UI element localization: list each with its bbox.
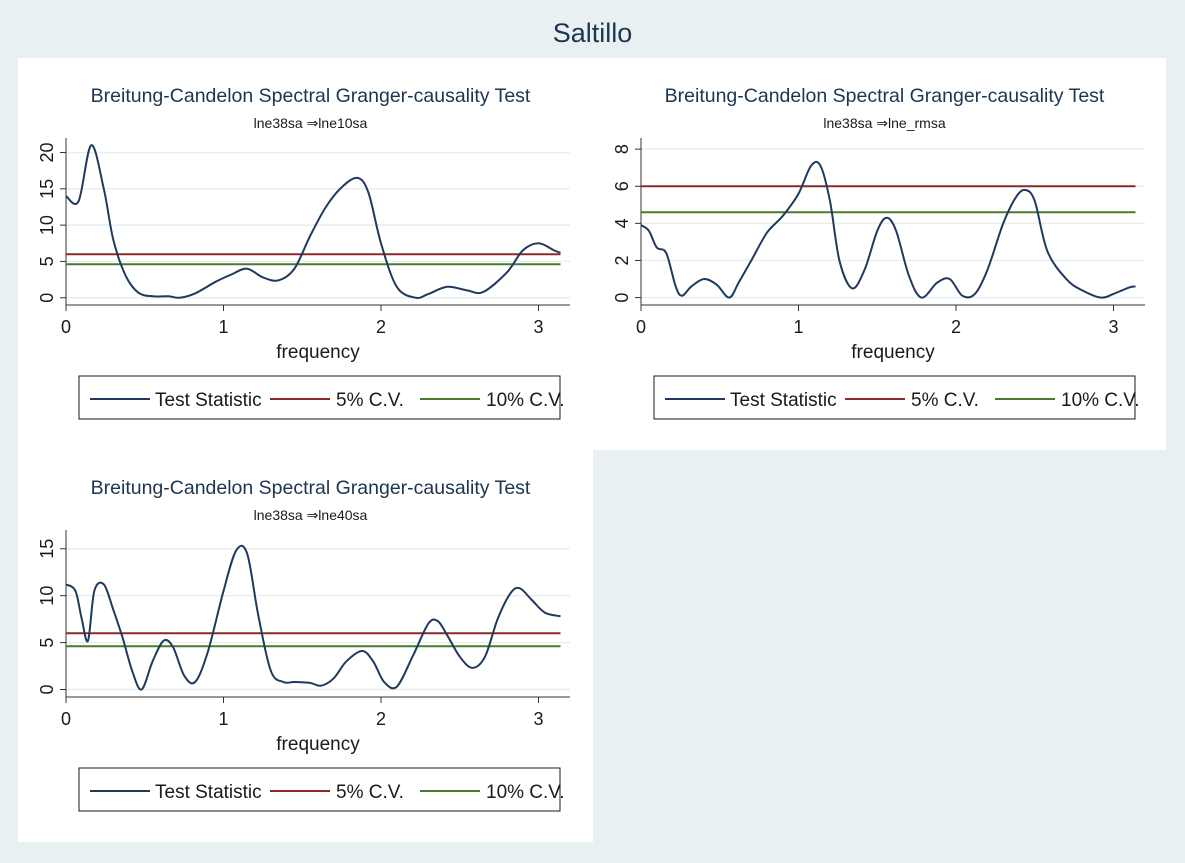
- y-tick-label: 0: [37, 684, 57, 694]
- legend-label: 10% C.V.: [486, 782, 565, 803]
- legend: Test Statistic 5% C.V. 10% C.V.: [653, 375, 1140, 420]
- y-tick-label: 10: [37, 586, 57, 606]
- x-tick-label: 0: [636, 317, 646, 337]
- overall-title: Saltillo: [552, 18, 633, 48]
- x-tick-label: 1: [218, 709, 228, 729]
- chart-title: Breitung-Candelon Spectral Granger-causa…: [91, 85, 531, 107]
- chart-subtitle: lne38sa ⇒lne_rmsa: [823, 115, 945, 131]
- legend-label: Test Statistic: [730, 390, 837, 411]
- legend-box: [78, 767, 561, 812]
- legend: Test Statistic 5% C.V. 10% C.V.: [78, 375, 565, 420]
- x-tick-label: 2: [376, 317, 386, 337]
- series-line-test-statistic: [65, 544, 561, 691]
- chart-svg-lne40sa: Breitung-Candelon Spectral Granger-causa…: [37, 477, 570, 812]
- legend-box: [653, 375, 1136, 420]
- y-tick-label: 2: [612, 255, 632, 265]
- x-tick-label: 0: [61, 317, 71, 337]
- series-line-test-statistic: [65, 144, 561, 299]
- x-axis-label: frequency: [851, 342, 935, 363]
- chart-title: Breitung-Candelon Spectral Granger-causa…: [91, 477, 531, 499]
- y-tick-label: 20: [37, 143, 57, 163]
- y-tick-label: 15: [37, 179, 57, 199]
- chart-title: Breitung-Candelon Spectral Granger-causa…: [665, 85, 1105, 107]
- y-tick-label: 15: [37, 539, 57, 559]
- y-tick-label: 0: [37, 293, 57, 303]
- y-tick-label: 0: [612, 293, 632, 303]
- chart-subtitle: lne38sa ⇒lne40sa: [254, 507, 368, 523]
- legend-label: 10% C.V.: [1061, 390, 1140, 411]
- legend-box: [78, 375, 561, 420]
- legend-label: Test Statistic: [155, 782, 262, 803]
- y-tick-label: 4: [612, 218, 632, 228]
- x-tick-label: 1: [793, 317, 803, 337]
- x-tick-label: 2: [951, 317, 961, 337]
- chart-subtitle: lne38sa ⇒lne10sa: [254, 115, 368, 131]
- chart-panel-lne40sa: Breitung-Candelon Spectral Granger-causa…: [18, 450, 593, 842]
- y-tick-label: 8: [612, 144, 632, 154]
- x-tick-label: 3: [1108, 317, 1118, 337]
- y-tick-label: 5: [37, 256, 57, 266]
- legend: Test Statistic 5% C.V. 10% C.V.: [78, 767, 565, 812]
- series-line-test-statistic: [640, 160, 1136, 299]
- chart-panel-lne10sa: Breitung-Candelon Spectral Granger-causa…: [18, 58, 593, 450]
- chart-svg-lne-rmsa: Breitung-Candelon Spectral Granger-causa…: [612, 85, 1145, 420]
- x-tick-label: 1: [218, 317, 228, 337]
- y-tick-label: 6: [612, 181, 632, 191]
- x-tick-label: 0: [61, 709, 71, 729]
- legend-label: Test Statistic: [155, 390, 262, 411]
- legend-label: 10% C.V.: [486, 390, 565, 411]
- chart-panel-lne-rmsa: Breitung-Candelon Spectral Granger-causa…: [593, 58, 1166, 450]
- legend-label: 5% C.V.: [911, 390, 979, 411]
- x-tick-label: 3: [533, 317, 543, 337]
- y-tick-label: 5: [37, 638, 57, 648]
- legend-label: 5% C.V.: [336, 782, 404, 803]
- x-axis-label: frequency: [276, 342, 360, 363]
- x-tick-label: 2: [376, 709, 386, 729]
- legend-label: 5% C.V.: [336, 390, 404, 411]
- y-tick-label: 10: [37, 215, 57, 235]
- x-axis-label: frequency: [276, 734, 360, 755]
- chart-svg-lne10sa: Breitung-Candelon Spectral Granger-causa…: [37, 85, 570, 420]
- x-tick-label: 3: [533, 709, 543, 729]
